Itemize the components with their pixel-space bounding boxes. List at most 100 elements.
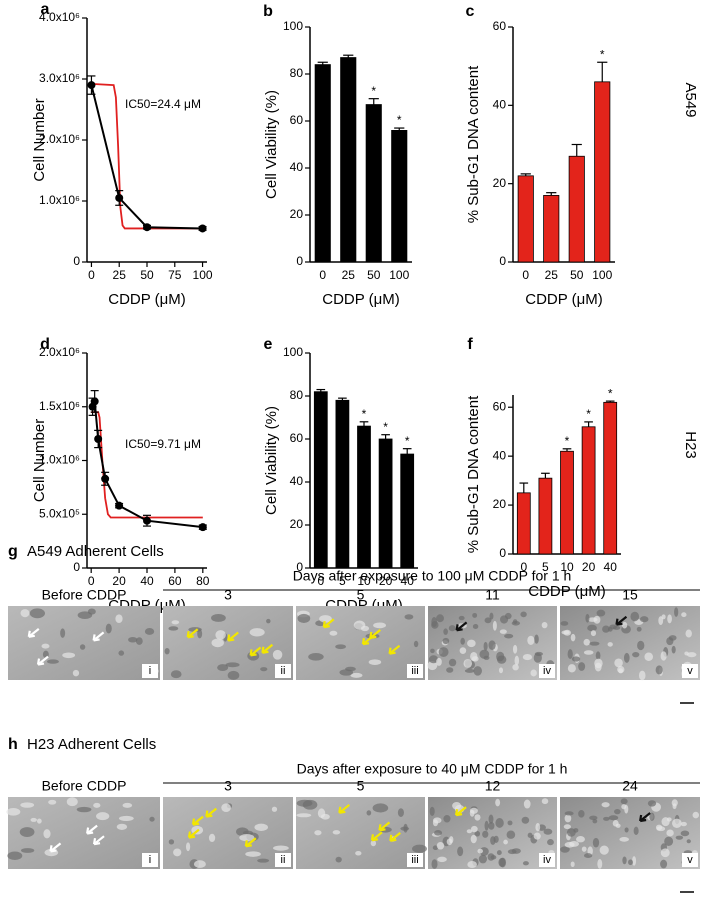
cell <box>614 808 621 815</box>
arrow <box>369 629 381 639</box>
cell <box>474 814 481 821</box>
bar <box>581 426 596 555</box>
cell <box>297 613 311 623</box>
cell <box>20 848 35 853</box>
fit-curve <box>91 82 203 230</box>
cell <box>533 832 541 840</box>
x-axis-title: CDDP (μM) <box>528 583 606 600</box>
cell <box>541 621 548 629</box>
cell <box>520 611 527 618</box>
y-tick-label: 20 <box>290 517 304 531</box>
cell <box>492 620 497 631</box>
cell <box>684 651 689 656</box>
cell <box>466 829 473 834</box>
data-point <box>143 223 151 232</box>
cell <box>217 664 229 671</box>
cell <box>686 652 697 658</box>
x-tick-label: 100 <box>592 268 612 282</box>
y-tick-label: 0 <box>499 254 506 268</box>
cell <box>353 620 366 630</box>
cell <box>564 811 574 816</box>
numeral: i <box>149 854 151 866</box>
numeral: v <box>687 854 693 866</box>
significance-star: * <box>371 84 376 98</box>
cell <box>592 837 600 848</box>
cell <box>373 622 387 629</box>
cell <box>668 635 677 641</box>
arrow <box>249 646 262 657</box>
cell <box>585 613 590 623</box>
cell <box>227 670 240 680</box>
cell <box>474 830 481 837</box>
cell <box>608 815 619 821</box>
significance-star: * <box>362 407 367 421</box>
numeral: ii <box>281 854 286 866</box>
cell <box>430 648 435 654</box>
cell <box>587 624 597 632</box>
cell <box>671 645 676 654</box>
cell <box>541 798 549 805</box>
cell <box>463 658 472 668</box>
cell <box>335 856 342 863</box>
numeral-box <box>142 664 158 678</box>
cell <box>20 802 35 808</box>
cell <box>438 647 449 657</box>
cell <box>590 630 597 637</box>
y-tick-label: 0 <box>73 254 80 268</box>
cell <box>314 830 322 836</box>
cell <box>522 861 529 866</box>
panel-letter: g <box>8 543 18 560</box>
cell <box>620 798 628 805</box>
cell <box>522 654 533 661</box>
arrow <box>86 824 98 835</box>
y-axis-title: Cell Viability (%) <box>263 90 280 199</box>
column-label: 15 <box>622 587 638 603</box>
cell <box>578 662 586 671</box>
cell <box>589 641 600 646</box>
cell <box>601 802 610 808</box>
x-tick-label: 5 <box>339 574 346 588</box>
arrow <box>227 631 239 642</box>
x-tick-label: 20 <box>582 560 596 574</box>
cell <box>317 808 326 819</box>
bar <box>543 195 560 263</box>
bar <box>594 81 611 263</box>
cell <box>211 638 224 648</box>
cell <box>584 853 593 859</box>
y-tick-label: 80 <box>290 66 304 80</box>
bar <box>603 401 618 555</box>
y-tick-label: 60 <box>493 399 507 413</box>
y-tick-label: 40 <box>290 474 304 488</box>
cell <box>493 835 499 843</box>
cell <box>589 815 598 821</box>
cell <box>504 612 512 620</box>
cell <box>339 669 354 676</box>
cell <box>168 839 175 845</box>
x-tick-label: 80 <box>196 574 210 588</box>
cell <box>93 802 101 808</box>
column-label: Before CDDP <box>42 778 127 794</box>
numeral-box <box>407 853 423 867</box>
cell <box>583 650 594 655</box>
cell <box>335 644 347 650</box>
cell <box>448 658 457 667</box>
column-label: 3 <box>224 778 232 794</box>
cell <box>487 853 495 861</box>
cell <box>614 658 623 668</box>
cell-line-label: H23 <box>682 431 699 459</box>
cell <box>436 614 444 623</box>
bar <box>340 57 357 263</box>
cell <box>20 609 30 618</box>
cell <box>664 836 674 847</box>
y-tick-label: 1.0x10⁶ <box>39 193 80 207</box>
cell-line-label: A549 <box>682 82 699 117</box>
arrow <box>49 842 62 853</box>
cell <box>368 659 382 665</box>
cell <box>649 812 655 821</box>
y-tick-label: 0 <box>296 254 303 268</box>
cell <box>116 823 128 830</box>
cell <box>271 806 278 812</box>
cell <box>443 628 448 635</box>
cell <box>144 627 155 635</box>
cell <box>428 655 439 664</box>
